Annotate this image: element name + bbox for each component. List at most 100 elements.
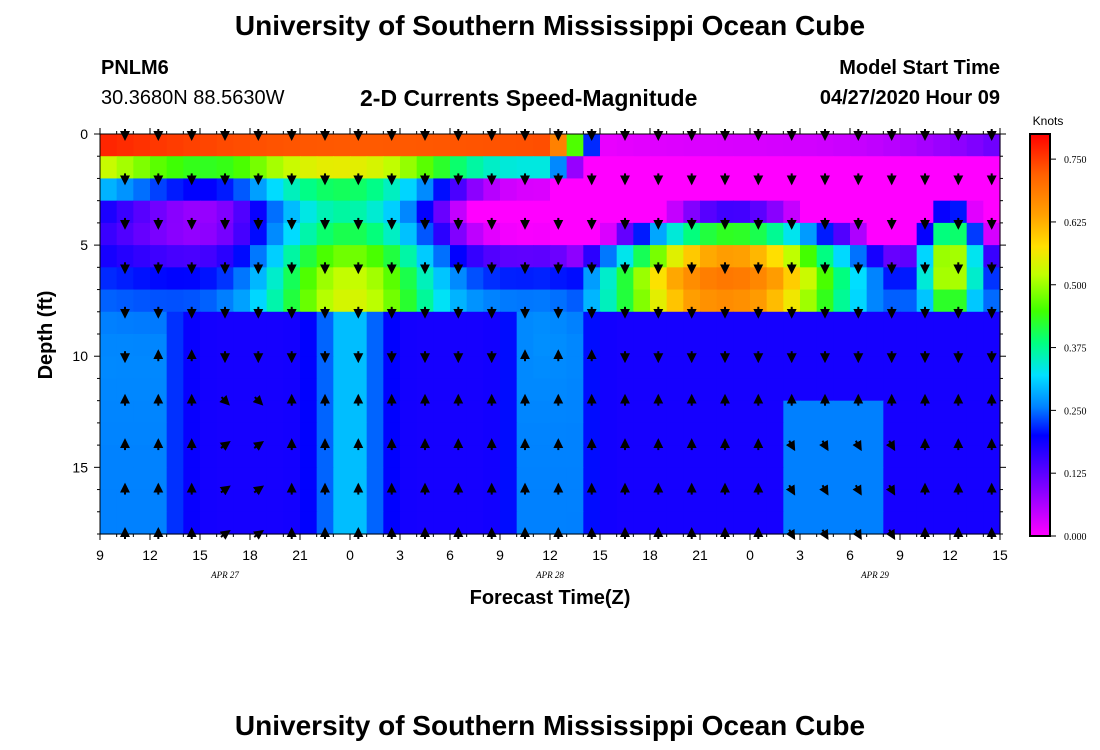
- heatmap-cell: [916, 489, 934, 513]
- heatmap-cell: [316, 489, 334, 513]
- heatmap-cell: [366, 356, 384, 380]
- heatmap-cell: [500, 245, 518, 268]
- heatmap-cell: [516, 289, 534, 313]
- heatmap-cell: [600, 311, 618, 335]
- heatmap-cell: [550, 200, 568, 224]
- heatmap-cell: [783, 445, 801, 468]
- heatmap-cell: [866, 422, 884, 446]
- heatmap-cell: [300, 378, 318, 402]
- heatmap-cell: [450, 445, 468, 468]
- heatmap-cell: [933, 200, 951, 224]
- heatmap-cell: [350, 334, 368, 357]
- heatmap-cell: [716, 334, 734, 357]
- heatmap-cell: [800, 334, 818, 357]
- heatmap-cell: [733, 511, 751, 535]
- heatmap-cell: [516, 445, 534, 468]
- heatmap-cell: [466, 467, 484, 491]
- heatmap-cell: [700, 222, 718, 246]
- heatmap-cell: [883, 400, 901, 424]
- heatmap-cell: [216, 445, 234, 468]
- heatmap-cell: [200, 400, 218, 424]
- current-arrow: [252, 395, 264, 406]
- heatmap-cell: [400, 156, 418, 180]
- heatmap-cell: [400, 289, 418, 313]
- heatmap-cell: [600, 511, 618, 535]
- heatmap-cell: [333, 311, 351, 335]
- station-id: PNLM6: [101, 57, 169, 79]
- current-arrow: [219, 485, 231, 496]
- heatmap-cell: [333, 267, 351, 291]
- heatmap-cell: [200, 178, 218, 202]
- heatmap-cell: [166, 489, 184, 513]
- heatmap-cell: [800, 267, 818, 291]
- heatmap-cell: [700, 156, 718, 180]
- heatmap-cell: [466, 356, 484, 380]
- heatmap-cell: [233, 311, 251, 335]
- heatmap-cell: [933, 267, 951, 291]
- heatmap-cell: [166, 511, 184, 535]
- heatmap-cell: [666, 289, 684, 313]
- heatmap-cell: [133, 467, 151, 491]
- heatmap-cell: [850, 511, 868, 535]
- x-axis-label: Forecast Time(Z): [470, 587, 631, 609]
- heatmap-cell: [100, 178, 118, 202]
- heatmap-cell: [183, 445, 201, 468]
- heatmap-cell: [100, 289, 118, 313]
- x-tick-label: 21: [692, 547, 708, 563]
- heatmap-cell: [500, 267, 518, 291]
- heatmap-cell: [600, 178, 618, 202]
- heatmap-cell: [883, 511, 901, 535]
- current-arrow: [219, 394, 230, 406]
- heatmap-cell: [750, 156, 768, 180]
- heatmap-cell: [683, 400, 701, 424]
- heatmap-cell: [916, 245, 934, 268]
- heatmap-cell: [700, 422, 718, 446]
- heatmap-cell: [933, 178, 951, 202]
- heatmap-cell: [816, 400, 834, 424]
- heatmap-cell: [233, 245, 251, 268]
- heatmap-cell: [500, 445, 518, 468]
- heatmap-cell: [233, 489, 251, 513]
- heatmap-cell: [300, 222, 318, 246]
- heatmap-cell: [933, 289, 951, 313]
- heatmap-cell: [366, 334, 384, 357]
- heatmap-cell: [966, 378, 984, 402]
- heatmap-cell: [966, 222, 984, 246]
- heatmap-cell: [150, 289, 168, 313]
- heatmap-cell: [600, 422, 618, 446]
- heatmap-cell: [583, 200, 601, 224]
- heatmap-cell: [400, 489, 418, 513]
- heatmap-cell: [133, 289, 151, 313]
- heatmap-cell: [866, 356, 884, 380]
- heatmap-cell: [400, 134, 418, 157]
- heatmap-cell: [700, 467, 718, 491]
- date-label: APR 29: [860, 570, 889, 580]
- page-title-bottom: University of Southern Mississippi Ocean…: [234, 710, 866, 741]
- heatmap-cell: [816, 334, 834, 357]
- heatmap-cell: [466, 178, 484, 202]
- heatmap-cell: [266, 378, 284, 402]
- heatmap-cell: [466, 422, 484, 446]
- heatmap-cell: [716, 156, 734, 180]
- current-arrow: [219, 441, 231, 451]
- heatmap-cell: [133, 356, 151, 380]
- heatmap-cell: [116, 334, 134, 357]
- heatmap-cell: [700, 400, 718, 424]
- heatmap-cell: [250, 445, 268, 468]
- heatmap-cell: [233, 467, 251, 491]
- heatmap-cell: [866, 267, 884, 291]
- heatmap-cell: [250, 289, 268, 313]
- heatmap-cell: [500, 422, 518, 446]
- heatmap-cell: [750, 400, 768, 424]
- heatmap-cell: [950, 289, 968, 313]
- heatmap-cell: [283, 156, 301, 180]
- heatmap-cell: [100, 311, 118, 335]
- heatmap-cell: [100, 356, 118, 380]
- heatmap-cell: [333, 400, 351, 424]
- heatmap-cell: [766, 156, 784, 180]
- heatmap-cell: [500, 222, 518, 246]
- heatmap-cell: [266, 311, 284, 335]
- y-tick-label: 5: [80, 237, 88, 253]
- heatmap-cell: [733, 267, 751, 291]
- heatmap-cell: [783, 511, 801, 535]
